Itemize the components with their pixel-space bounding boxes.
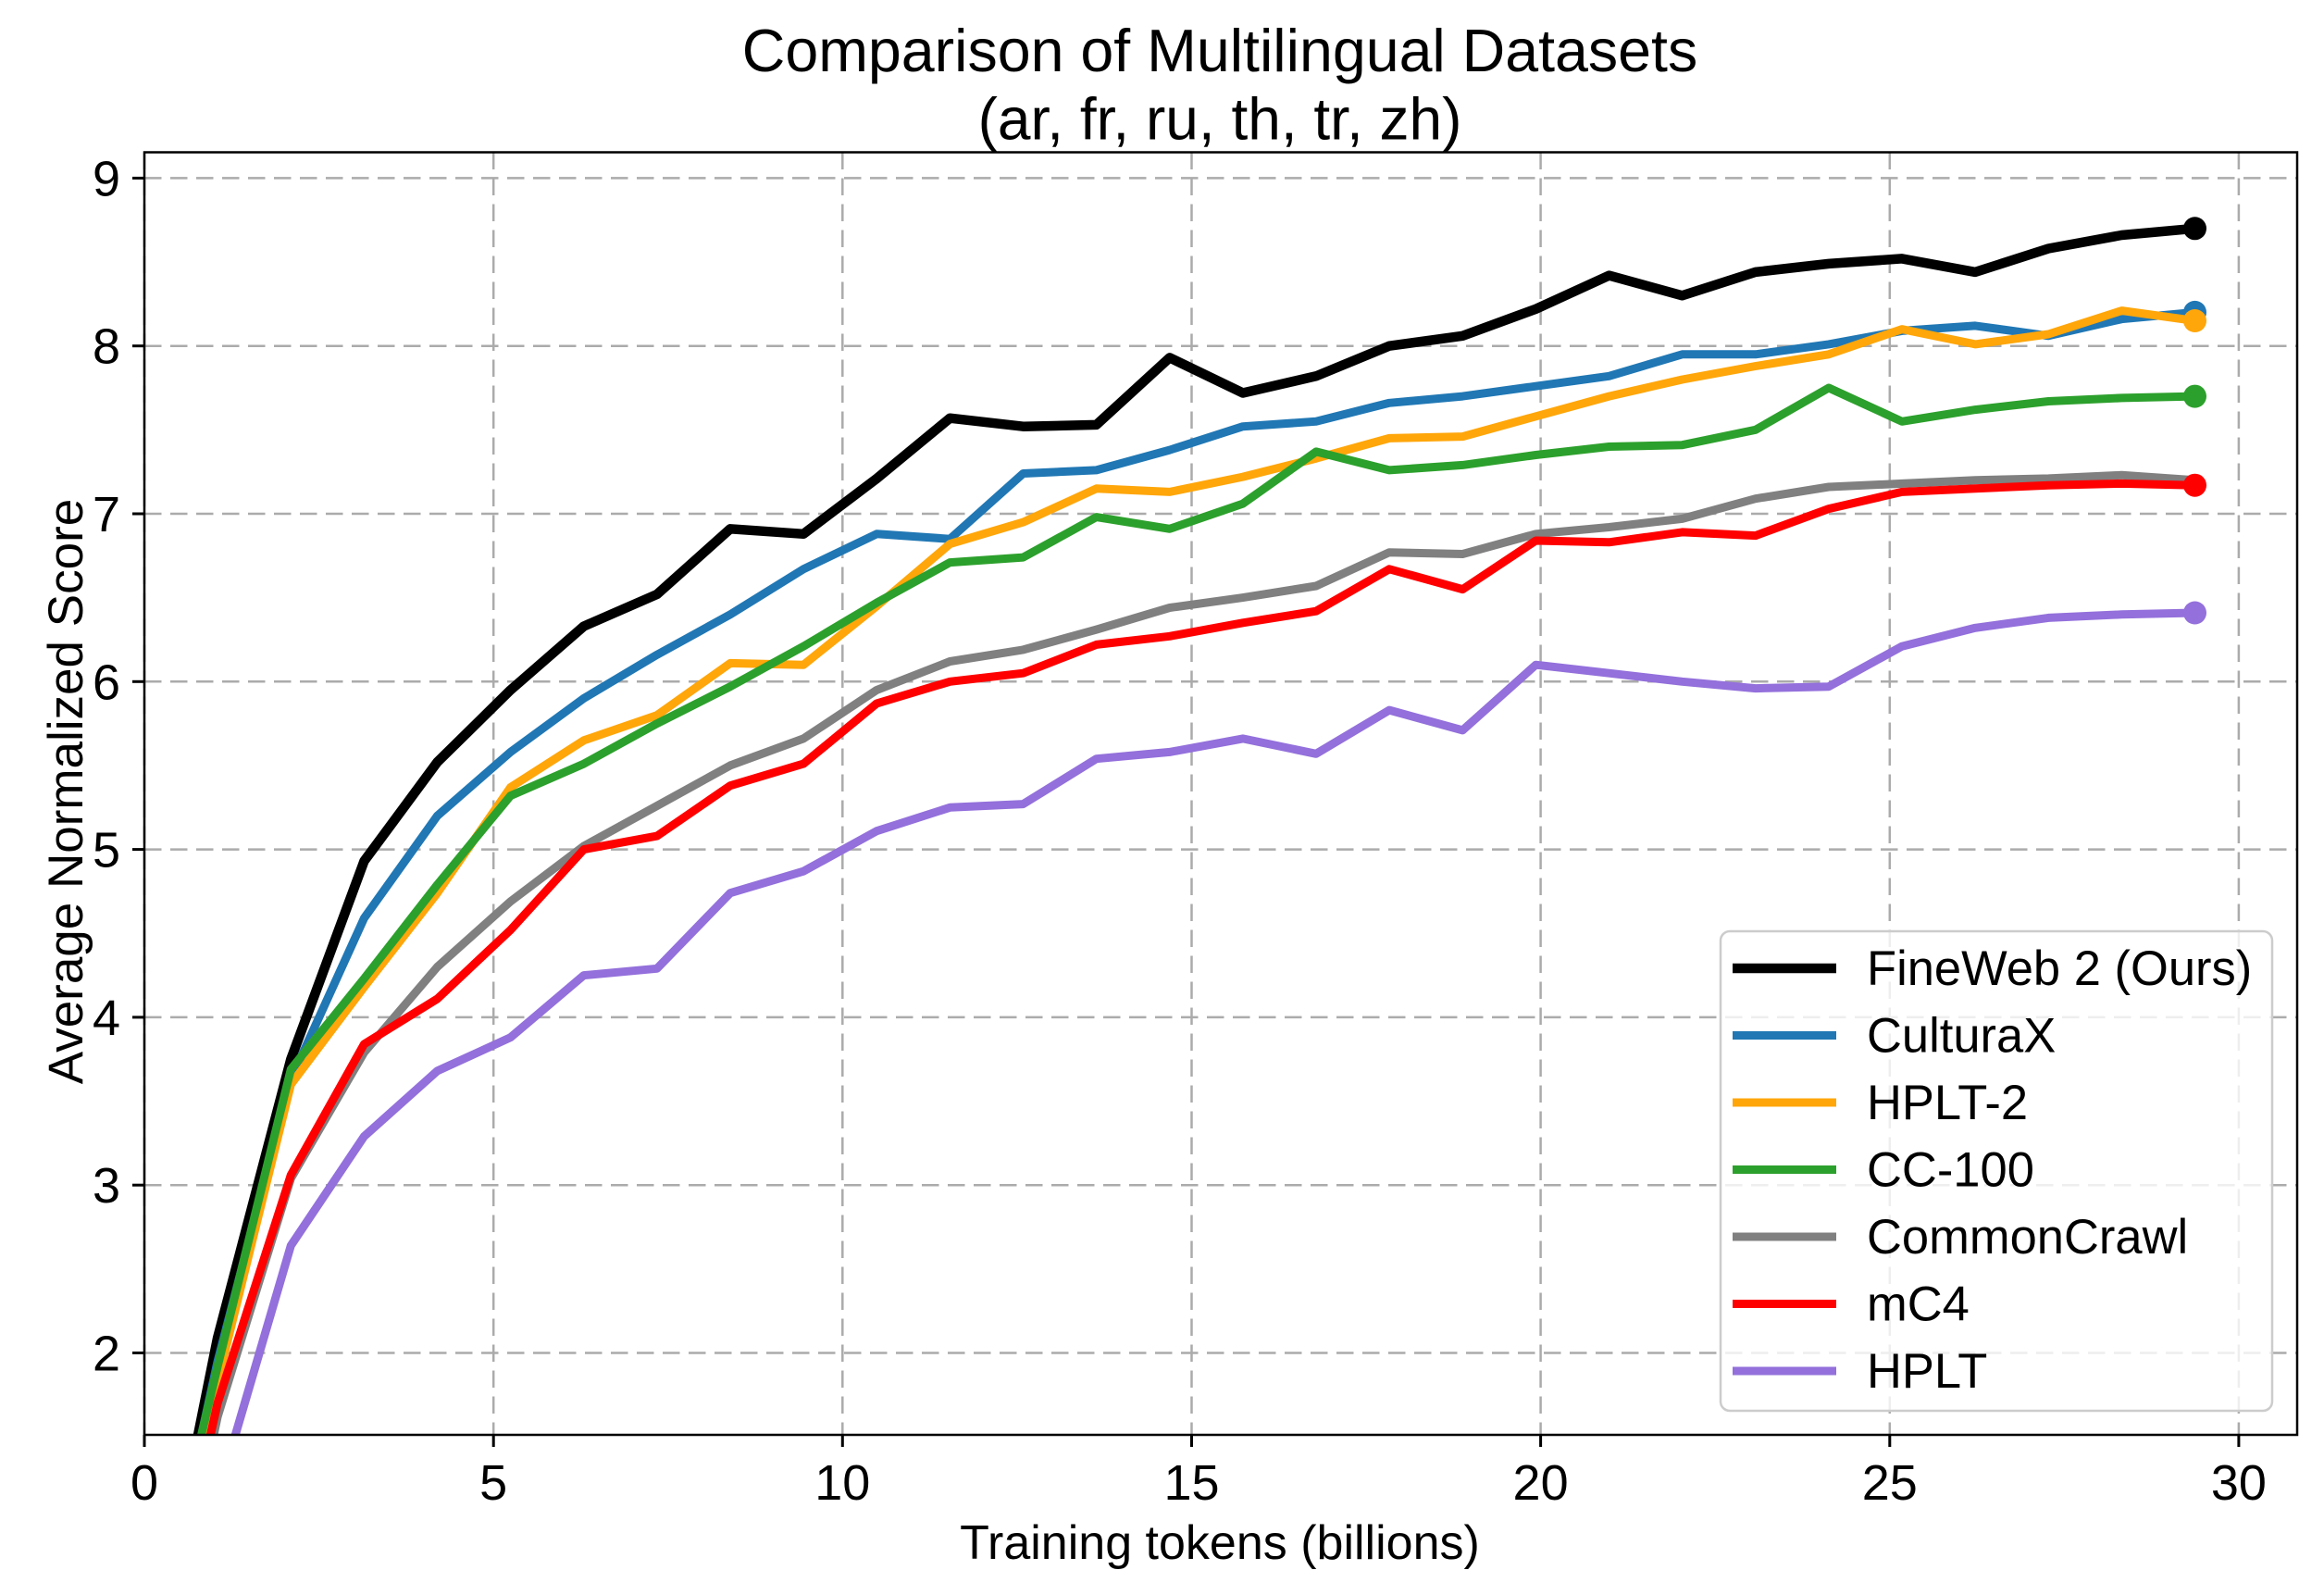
svg-text:7: 7 [93, 487, 120, 542]
svg-text:3: 3 [93, 1158, 120, 1214]
svg-text:9: 9 [93, 151, 120, 206]
svg-text:CC-100: CC-100 [1867, 1143, 2034, 1198]
svg-text:CulturaX: CulturaX [1867, 1009, 2056, 1064]
svg-text:25: 25 [1862, 1455, 1918, 1511]
svg-text:mC4: mC4 [1867, 1277, 1970, 1332]
svg-text:15: 15 [1163, 1455, 1219, 1511]
svg-text:Comparison of Multilingual Dat: Comparison of Multilingual Datasets [742, 18, 1697, 84]
svg-text:Training tokens (billions): Training tokens (billions) [960, 1516, 1480, 1570]
svg-text:0: 0 [130, 1455, 158, 1511]
svg-text:20: 20 [1513, 1455, 1569, 1511]
svg-text:(ar, fr, ru, th, tr, zh): (ar, fr, ru, th, tr, zh) [978, 86, 1462, 153]
svg-text:4: 4 [93, 991, 120, 1046]
svg-text:FineWeb 2 (Ours): FineWeb 2 (Ours) [1867, 941, 2252, 996]
svg-text:2: 2 [93, 1327, 120, 1382]
svg-text:8: 8 [93, 319, 120, 375]
svg-text:5: 5 [479, 1455, 507, 1511]
svg-text:6: 6 [93, 654, 120, 710]
svg-text:CommonCrawl: CommonCrawl [1867, 1210, 2188, 1265]
svg-text:HPLT: HPLT [1867, 1344, 1987, 1399]
svg-text:5: 5 [93, 823, 120, 878]
svg-text:HPLT-2: HPLT-2 [1867, 1076, 2028, 1130]
svg-text:30: 30 [2211, 1455, 2267, 1511]
svg-text:10: 10 [814, 1455, 870, 1511]
svg-text:Average Normalized Score: Average Normalized Score [39, 499, 93, 1084]
